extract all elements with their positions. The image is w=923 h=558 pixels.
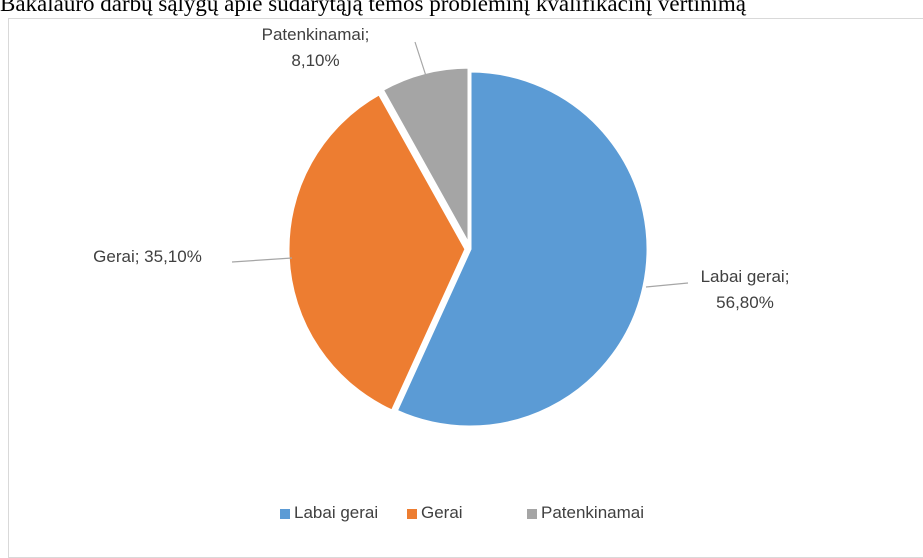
pie-slice xyxy=(394,69,650,429)
legend-swatch xyxy=(407,509,417,519)
legend-label: Labai gerai xyxy=(294,503,379,522)
legend-label: Patenkinamai xyxy=(541,503,645,522)
leader-line xyxy=(645,282,689,288)
legend-swatch xyxy=(280,509,290,519)
pie-slice xyxy=(286,91,468,414)
pie-slice xyxy=(380,65,471,251)
leader-line xyxy=(231,257,293,263)
data-label: Labai gerai; 56,80% xyxy=(700,267,790,312)
data-label: Patenkinamai; 8,10% xyxy=(261,25,370,70)
legend-swatch xyxy=(527,509,537,519)
chart-title: Bakalauro darbų sąlygų apie sudarytąją t… xyxy=(0,0,746,16)
legend-label: Gerai xyxy=(421,503,463,522)
data-label: Gerai; 35,10% xyxy=(93,247,202,266)
leader-line xyxy=(414,41,427,77)
chart xyxy=(231,41,689,519)
